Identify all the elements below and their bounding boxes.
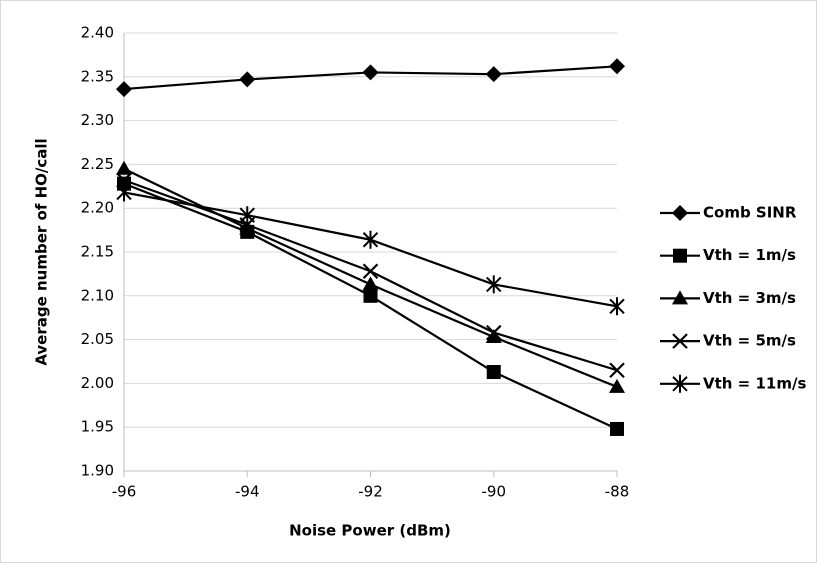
x-tick-label: -92 [358, 483, 383, 501]
chart: Noise Power (dBm) Average number of HO/c… [0, 0, 817, 563]
y-tick-label: 2.05 [81, 330, 114, 348]
y-tick-label: 2.30 [81, 111, 114, 129]
data-point [364, 289, 378, 303]
x-tick-label: -94 [235, 483, 260, 501]
data-point [487, 365, 501, 379]
y-axis-title: Average number of HO/call [33, 138, 51, 365]
y-tick-label: 1.90 [81, 462, 114, 480]
legend-label: Vth = 11m/s [703, 374, 806, 392]
y-tick-label: 2.10 [81, 286, 114, 304]
x-tick-label: -96 [112, 483, 137, 501]
y-tick-label: 2.00 [81, 374, 114, 392]
data-point [610, 422, 624, 436]
x-tick-label: -88 [605, 483, 630, 501]
y-tick-label: 1.95 [81, 418, 114, 436]
legend-label: Comb SINR [703, 204, 797, 222]
legend-label: Vth = 1m/s [703, 246, 796, 264]
legend-label: Vth = 3m/s [703, 289, 796, 307]
x-axis-title: Noise Power (dBm) [289, 522, 451, 540]
y-tick-label: 2.35 [81, 67, 114, 85]
y-tick-label: 2.15 [81, 243, 114, 261]
y-tick-label: 2.40 [81, 24, 114, 42]
y-tick-label: 2.20 [81, 199, 114, 217]
legend-swatch [673, 249, 687, 263]
x-tick-label: -90 [482, 483, 507, 501]
y-tick-label: 2.25 [81, 155, 114, 173]
legend-label: Vth = 5m/s [703, 332, 796, 350]
